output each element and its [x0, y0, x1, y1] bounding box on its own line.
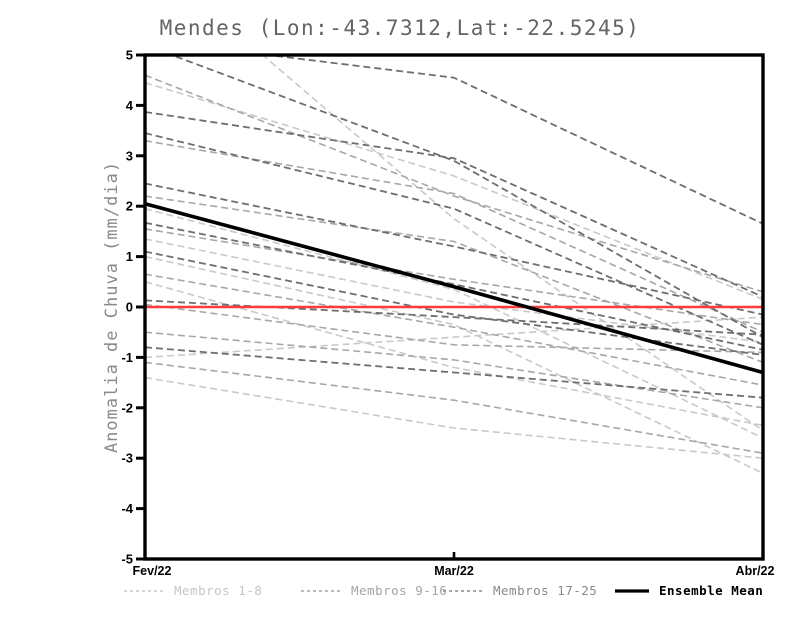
legend-item-membros-17-25: Membros 17-25	[442, 583, 597, 598]
y-tick-label: 5	[126, 48, 133, 63]
ensemble-member-line	[145, 346, 763, 399]
y-tick-label: -2	[121, 400, 133, 415]
ensemble-member-line	[145, 281, 763, 427]
y-tick-label: -4	[121, 501, 133, 516]
y-tick-label: -3	[121, 451, 133, 466]
legend: Membros 1-8 Membros 9-16 Membros 17-25 E…	[0, 583, 800, 603]
y-tick-label: -5	[121, 552, 133, 567]
ensemble-member-line	[145, 207, 763, 439]
ensemble-member-line	[145, 331, 763, 409]
x-tick-label: Abr/22	[736, 564, 775, 578]
y-tick-label: 1	[126, 249, 133, 264]
ensemble-member-line	[145, 303, 763, 354]
dashed-line-swatch-medium	[301, 589, 341, 592]
dashed-line-swatch-light	[124, 589, 164, 592]
ensemble-member-line	[145, 132, 763, 346]
y-tick-label: 0	[126, 300, 133, 315]
ensemble-member-line	[145, 139, 763, 333]
ensemble-member-line	[261, 55, 763, 225]
ensemble-member-line	[145, 238, 763, 344]
ensemble-member-line	[145, 221, 763, 351]
legend-label: Membros 17-25	[493, 583, 598, 598]
x-tick-label: Fev/22	[133, 564, 172, 578]
legend-label: Membros 9-16	[351, 583, 448, 598]
y-tick-label: 4	[126, 98, 134, 113]
y-tick-label: 2	[126, 199, 133, 214]
ensemble-member-line	[169, 55, 763, 338]
y-tick-label: -1	[121, 350, 133, 365]
ensemble-member-line	[145, 195, 763, 364]
chart-title: Mendes (Lon:-43.7312,Lat:-22.5245)	[159, 16, 641, 40]
ensemble-member-line	[145, 273, 763, 386]
x-tick-label: Mar/22	[434, 564, 474, 578]
legend-label: Ensemble Mean	[659, 583, 764, 598]
ensemble-member-line	[145, 255, 763, 475]
solid-line-swatch-black	[615, 588, 649, 593]
ensemble-member-line	[145, 111, 763, 298]
ensemble-member-line	[145, 228, 763, 326]
dashed-line-swatch-dark	[443, 589, 483, 592]
ensemble-member-line	[261, 55, 763, 432]
ensemble-member-line	[145, 376, 763, 459]
ensemble-member-line	[145, 250, 763, 356]
y-tick-label: 3	[126, 148, 133, 163]
legend-item-membros-9-16: Membros 9-16	[300, 583, 447, 598]
ensemble-member-line	[145, 316, 763, 359]
ensemble-member-line	[145, 361, 763, 454]
legend-label: Membros 1-8	[174, 583, 263, 598]
ensemble-member-line	[145, 182, 763, 316]
ensemble-member-line	[145, 74, 763, 293]
legend-item-ensemble-mean: Ensemble Mean	[614, 583, 763, 598]
legend-item-membros-1-8: Membros 1-8	[123, 583, 262, 598]
ensemble-mean-line	[145, 201, 763, 375]
ensemble-member-line	[145, 81, 763, 301]
